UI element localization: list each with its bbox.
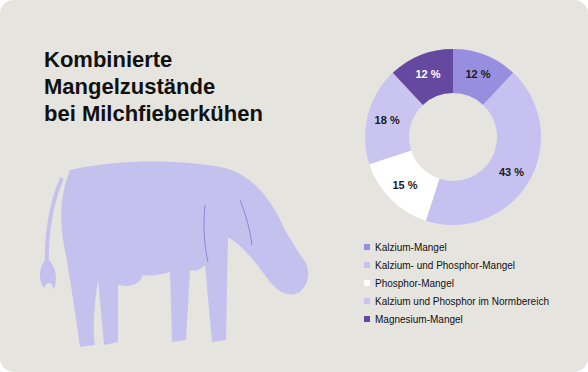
html-text:Kalzium und Phosphor im Normbe: Kalzium und Phosphor im Normbereich — [375, 295, 549, 307]
svg-text:12 %: 12 % — [465, 68, 490, 80]
html-text:Magnesium-Mangel: Magnesium-Mangel — [375, 313, 463, 325]
html-text:Kombinierte Mangelzustände bei: Kombinierte Mangelzustände bei Milchfieb… — [44, 47, 263, 126]
html-text:Phosphor-Mangel: Phosphor-Mangel — [375, 277, 454, 289]
html-text:Kalzium-Mangel: Kalzium-Mangel — [375, 241, 447, 253]
svg-text:15 %: 15 % — [392, 179, 417, 191]
svg-text:12 %: 12 % — [415, 68, 440, 80]
svg-text:18 %: 18 % — [375, 114, 400, 126]
html-text:Kalzium- und Phosphor-Mangel: Kalzium- und Phosphor-Mangel — [375, 259, 516, 271]
svg-text:43 %: 43 % — [499, 166, 524, 178]
